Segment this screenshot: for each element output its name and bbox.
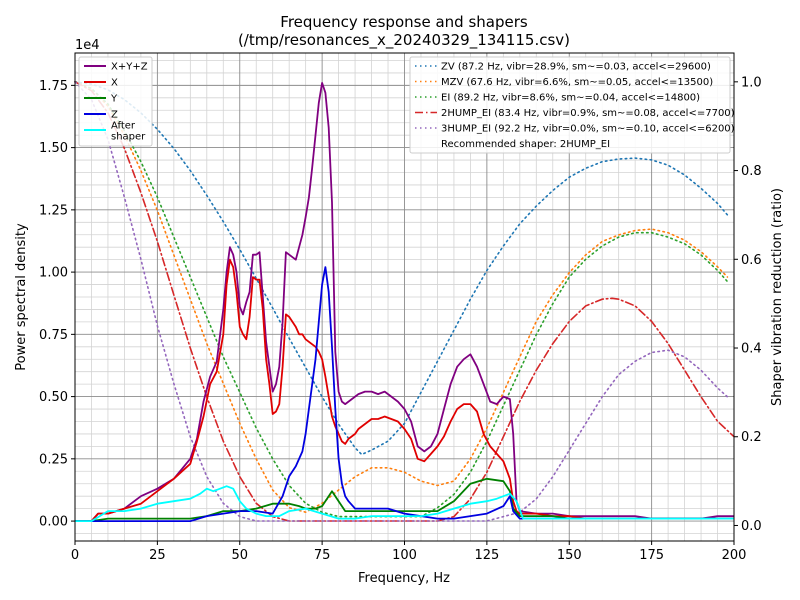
legend-box <box>78 56 153 147</box>
chart-subtitle: (/tmp/resonances_x_20240329_134115.csv) <box>238 31 570 50</box>
chart-title: Frequency response and shapers <box>280 13 528 31</box>
x-tick-label: 175 <box>639 548 664 563</box>
y-tick-label: 1.00 <box>39 266 68 281</box>
y-tick-label: 1.25 <box>39 203 68 218</box>
x-tick-label: 50 <box>231 548 248 563</box>
y-exponent-label: 1e4 <box>75 38 100 53</box>
shaper-line <box>74 81 729 514</box>
y2-tick-label: 0.8 <box>741 164 762 179</box>
y2-axis-label: Shaper vibration reduction (ratio) <box>770 188 785 406</box>
legend-label: 3HUMP_EI (92.2 Hz, vibr=0.0%, sm~=0.10, … <box>441 124 735 135</box>
legend-label: ZV (87.2 Hz, vibr=28.9%, sm~=0.03, accel… <box>441 62 711 73</box>
y2-tick-label: 0.4 <box>741 342 762 357</box>
x-tick-label: 25 <box>149 548 166 563</box>
y-tick-label: 0.75 <box>39 328 68 343</box>
y-tick-label: 0.25 <box>39 452 68 467</box>
plot-lines <box>74 81 735 522</box>
legend-label: Z <box>111 110 118 121</box>
axes: 0 25 50 75 100 125 150 175 200 0.00 0.25 0.50 0.75 1.… <box>39 75 762 563</box>
legend-label: X+Y+Z <box>111 62 148 73</box>
recommended-shaper-label: Recommended shaper: 2HUMP_EI <box>441 139 610 150</box>
x-tick-label: 125 <box>474 548 499 563</box>
legend-label: Y <box>110 94 118 105</box>
x-tick-label: 100 <box>392 548 417 563</box>
x-axis-label: Frequency, Hz <box>358 571 450 586</box>
legend-label: EI (89.2 Hz, vibr=8.6%, sm~=0.04, accel<… <box>441 93 700 104</box>
y-tick-label: 1.75 <box>39 79 68 94</box>
x-tick-label: 0 <box>71 548 79 563</box>
y2-tick-label: 0.6 <box>741 253 762 268</box>
y2-tick-label: 0.0 <box>741 519 762 534</box>
legend-label: 2HUMP_EI (83.4 Hz, vibr=0.9%, sm~=0.08, … <box>441 108 735 119</box>
legend-shapers: ZV (87.2 Hz, vibr=28.9%, sm~=0.03, accel… <box>409 56 735 154</box>
shaper-line <box>74 81 729 456</box>
legend-label: X <box>111 78 118 89</box>
legend-box <box>409 56 731 154</box>
y-tick-label: 1.50 <box>39 141 68 156</box>
legend-label-line: shaper <box>111 132 146 143</box>
psd-line <box>75 82 734 522</box>
psd-line <box>75 477 734 522</box>
y-tick-label: 0.00 <box>39 515 68 530</box>
psd-line <box>75 485 734 522</box>
psd-line <box>75 258 734 522</box>
x-tick-label: 150 <box>557 548 582 563</box>
x-tick-label: 75 <box>314 548 331 563</box>
legend-label: After shaper <box>111 121 146 143</box>
legend-label: MZV (67.6 Hz, vibr=6.6%, sm~=0.05, accel… <box>441 77 713 88</box>
x-tick-label: 200 <box>722 548 747 563</box>
shaper-line <box>74 81 729 522</box>
y2-tick-label: 1.0 <box>741 75 762 90</box>
y-axis-label: Power spectral density <box>14 223 29 371</box>
psd-line <box>75 266 734 522</box>
legend-label-line: After <box>111 121 136 132</box>
grid <box>74 53 735 541</box>
y2-tick-label: 0.2 <box>741 430 762 445</box>
y-tick-label: 0.50 <box>39 390 68 405</box>
